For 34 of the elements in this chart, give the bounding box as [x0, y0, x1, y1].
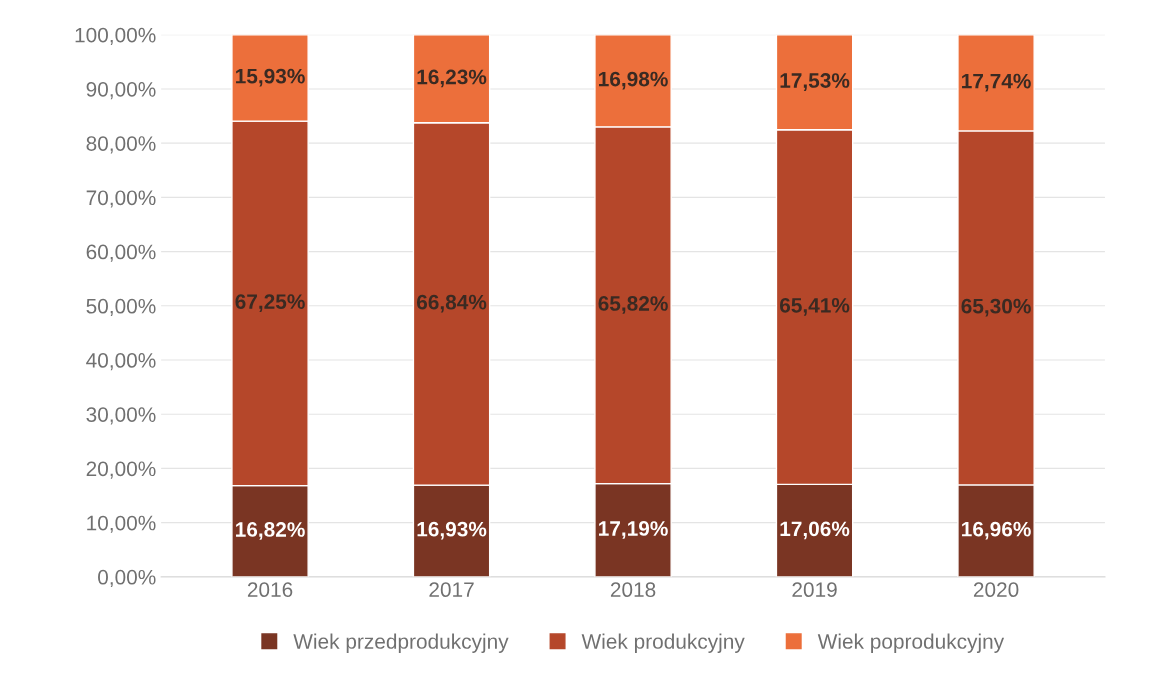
y-tick-label: 100,00%	[75, 27, 156, 45]
x-tick-label: 2018	[610, 582, 656, 598]
data-label: 16,23%	[417, 69, 487, 88]
y-tick-label: 40,00%	[86, 353, 156, 371]
y-tick-label: 30,00%	[86, 407, 156, 425]
legend-label: Wiek produkcyjny	[581, 633, 745, 653]
data-label: 16,82%	[236, 522, 305, 540]
y-tick-label: 10,00%	[87, 515, 156, 533]
y-tick-label: 70,00%	[86, 190, 156, 208]
data-label: 67,25%	[235, 294, 305, 312]
y-tick-label: 50,00%	[86, 298, 156, 317]
data-label: 65,30%	[961, 298, 1031, 317]
data-label: 17,74%	[962, 73, 1031, 92]
x-tick-label: 2017	[429, 582, 474, 598]
x-tick-label: 2019	[792, 582, 837, 598]
y-tick-label: 0,00%	[98, 569, 156, 588]
legend-label: Wiek przedprodukcyjny	[293, 633, 509, 653]
data-label: 66,84%	[416, 294, 487, 313]
data-label: 15,93%	[236, 68, 305, 87]
data-label: 17,53%	[780, 73, 850, 91]
y-tick-label: 60,00%	[86, 244, 156, 262]
data-label: 16,98%	[599, 71, 668, 90]
x-tick-label: 2016	[247, 582, 293, 598]
x-tick-label: 2020	[973, 582, 1019, 598]
data-label: 17,19%	[599, 521, 668, 539]
data-label: 16,96%	[962, 521, 1031, 540]
y-tick-label: 90,00%	[86, 81, 156, 100]
data-label: 17,06%	[780, 521, 850, 540]
data-label: 65,41%	[779, 297, 850, 316]
legend-label: Wiek poprodukcyjny	[817, 633, 1005, 653]
data-label: 16,93%	[417, 521, 487, 540]
y-tick-label: 20,00%	[86, 461, 156, 479]
data-label: 65,82%	[598, 296, 668, 314]
y-tick-label: 80,00%	[86, 136, 156, 154]
